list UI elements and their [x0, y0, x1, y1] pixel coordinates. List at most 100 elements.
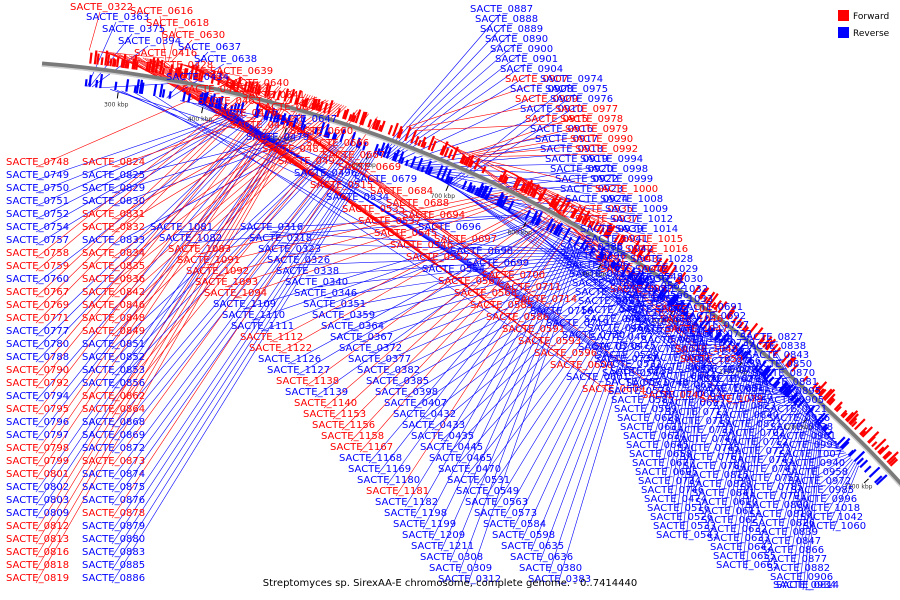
gene-label: SACTE_0791 — [743, 491, 806, 502]
gene-label: SACTE_0533 — [653, 521, 716, 532]
gene-leader-line — [382, 33, 511, 158]
gene-label: SACTE_0939 — [580, 224, 643, 235]
gene-leader-line — [35, 80, 259, 259]
reverse-feature — [393, 149, 401, 162]
gene-leader-line — [406, 83, 536, 128]
gene-label: SACTE_0878 — [82, 508, 145, 519]
forward-feature — [473, 158, 481, 170]
forward-feature — [637, 250, 645, 259]
gene-label: SACTE_1008 — [600, 194, 663, 205]
forward-feature — [802, 375, 809, 383]
gene-label: SACTE_1182 — [375, 497, 438, 508]
forward-feature — [336, 108, 342, 118]
forward-feature — [822, 388, 833, 400]
gene-leader-line — [775, 414, 807, 511]
gene-label: SACTE_0796 — [6, 417, 69, 428]
forward-feature — [469, 160, 475, 168]
gene-label: SACTE_0813 — [6, 534, 69, 545]
forward-feature — [439, 145, 446, 156]
forward-feature — [811, 382, 819, 391]
gene-label: SACTE_0720 — [562, 330, 625, 341]
forward-feature — [717, 300, 728, 314]
gene-leader-line — [287, 253, 588, 255]
gene-label: SACTE_0918 — [540, 144, 603, 155]
gene-leader-line — [697, 356, 739, 427]
gene-label: SACTE_0895 — [758, 386, 821, 397]
forward-feature — [613, 234, 621, 244]
gene-label: SACTE_0864 — [82, 404, 145, 415]
gene-leader-line — [598, 278, 654, 296]
gene-label: SACTE_0636 — [510, 552, 573, 563]
forward-feature — [846, 410, 859, 423]
gene-label: SACTE_0566 — [626, 290, 689, 301]
gene-label: SACTE_0797 — [6, 430, 69, 441]
gene-label: SACTE_0630 — [162, 30, 225, 41]
reverse-feature — [476, 182, 485, 197]
forward-feature — [131, 58, 136, 70]
gene-label: SACTE_1094 — [204, 288, 267, 299]
reverse-feature — [133, 85, 137, 94]
forward-feature — [699, 287, 710, 300]
gene-leader-line — [595, 269, 652, 294]
forward-feature — [352, 115, 357, 123]
gene-leader-line — [676, 346, 726, 364]
gene-leader-line — [111, 103, 338, 285]
gene-leader-line — [730, 374, 781, 393]
gene-label: SACTE_0578 — [608, 386, 671, 397]
forward-feature — [447, 149, 454, 159]
forward-feature — [465, 155, 472, 167]
forward-feature — [354, 109, 362, 124]
forward-feature — [752, 327, 764, 341]
gene-label: SACTE_0698 — [450, 246, 513, 257]
reverse-feature — [448, 176, 454, 185]
gene-leader-line — [395, 209, 584, 497]
reverse-feature — [339, 128, 346, 143]
gene-label: SACTE_0316 — [240, 222, 303, 233]
gene-label: SACTE_0958 — [785, 467, 848, 478]
forward-feature — [659, 264, 666, 273]
gene-label: SACTE_1028 — [630, 254, 693, 265]
forward-feature — [663, 261, 674, 276]
gene-label: SACTE_0515 — [310, 180, 373, 191]
tick-label: 400 kbp — [188, 116, 213, 123]
gene-label: SACTE_0723 — [728, 446, 791, 457]
gene-leader-line — [682, 349, 730, 382]
gene-label: SACTE_0828 — [689, 479, 752, 490]
gene-label: SACTE_0833 — [82, 235, 145, 246]
forward-feature — [677, 277, 684, 285]
gene-label: SACTE_1211 — [411, 541, 474, 552]
reverse-feature — [628, 270, 636, 280]
gene-label: SACTE_0978 — [560, 114, 623, 125]
gene-leader-line — [787, 420, 814, 547]
gene-leader-line — [111, 146, 353, 441]
gene-leader-line — [733, 383, 783, 394]
reverse-feature — [816, 414, 828, 427]
gene-label: SACTE_1122 — [249, 343, 312, 354]
forward-feature — [197, 68, 203, 82]
gene-label: SACTE_0920 — [550, 164, 613, 175]
reverse-feature — [331, 132, 337, 140]
forward-feature — [230, 79, 235, 89]
gene-leader-line — [772, 413, 805, 502]
gene-label: SACTE_0463 — [198, 96, 261, 107]
forward-feature — [133, 55, 138, 70]
reverse-feature — [201, 92, 207, 106]
gene-label: SACTE_0692 — [683, 311, 746, 322]
forward-feature — [841, 412, 848, 419]
reverse-feature — [158, 84, 164, 98]
gene-label: SACTE_0850 — [749, 359, 812, 370]
reverse-feature — [498, 199, 505, 208]
gene-label: SACTE_0323 — [258, 244, 321, 255]
forward-feature — [833, 401, 843, 411]
gene-leader-line — [512, 283, 637, 530]
forward-feature — [569, 207, 577, 219]
gene-label: SACTE_0599 — [614, 404, 677, 415]
forward-feature — [318, 101, 324, 112]
gene-label: SACTE_0571 — [605, 377, 668, 388]
gene-label: SACTE_0464 — [587, 323, 650, 334]
gene-leader-line — [802, 440, 843, 450]
gene-label: SACTE_1000 — [595, 184, 658, 195]
gene-leader-line — [718, 366, 752, 490]
forward-feature — [359, 111, 366, 125]
gene-label: SACTE_0611 — [698, 506, 761, 517]
